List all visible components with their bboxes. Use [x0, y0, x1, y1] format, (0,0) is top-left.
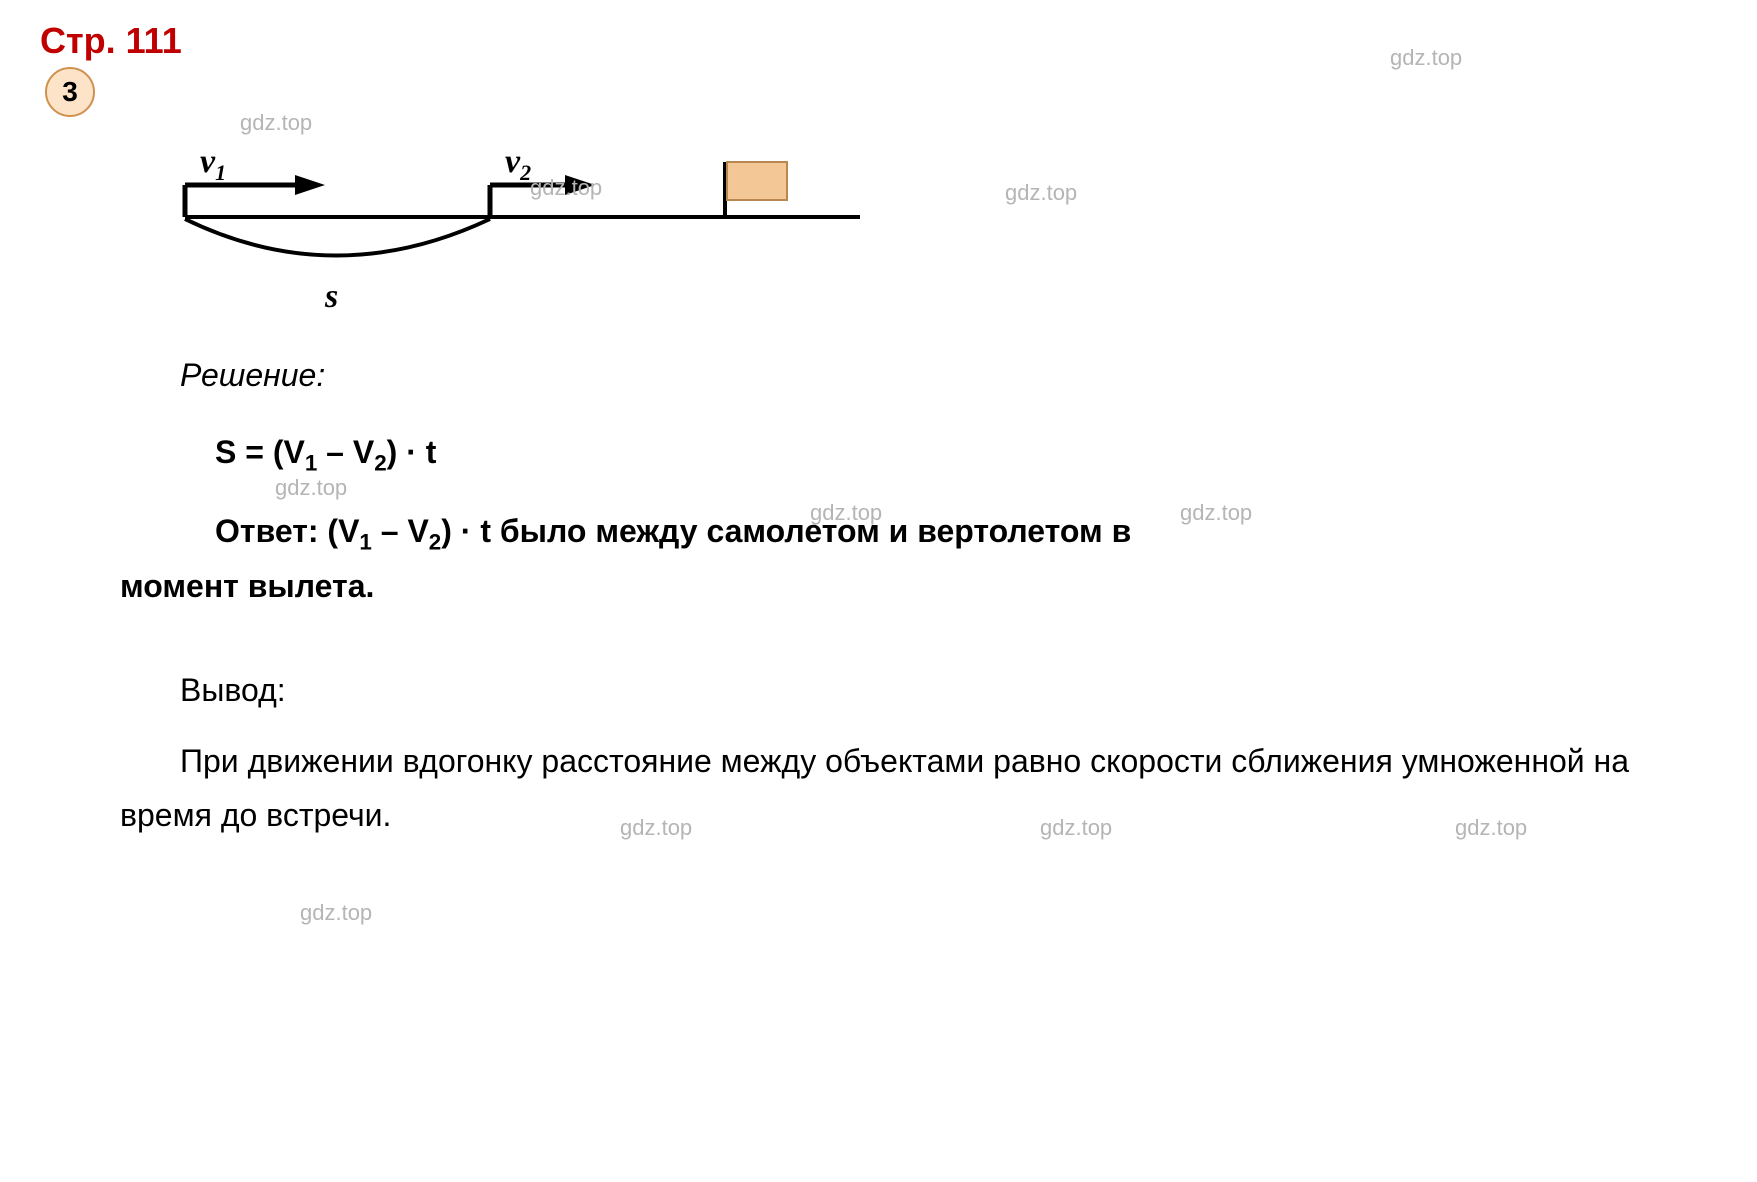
v2-label: v2 [505, 143, 531, 185]
answer-line1: Ответ: (V1 – V2) · t было между самолето… [215, 506, 1717, 560]
flag-rect [727, 162, 787, 200]
solution-label: Решение: [180, 357, 1717, 394]
answer-line2: момент вылета. [120, 561, 1717, 612]
answer-part2: – V [372, 513, 429, 549]
formula-sub2: 2 [374, 450, 386, 475]
answer-part1: Ответ: (V [215, 513, 359, 549]
v1-arrowhead [295, 175, 325, 195]
formula-part3: ) · t [387, 434, 437, 470]
formula-sub1: 1 [305, 450, 317, 475]
conclusion-label: Вывод: [180, 672, 1717, 709]
answer-part3: ) · t было между самолетом и вертолетом … [441, 513, 1131, 549]
watermark-text: gdz.top [1005, 180, 1077, 206]
formula: S = (V1 – V2) · t [215, 434, 1717, 476]
watermark-text: gdz.top [300, 900, 372, 926]
answer-sub1: 1 [359, 530, 371, 555]
formula-part1: S = (V [215, 434, 305, 470]
page-header: Стр. 111 [40, 20, 1717, 62]
v1-label: v1 [200, 143, 226, 185]
watermark-text: gdz.top [240, 110, 312, 136]
conclusion-section: Вывод: При движении вдогонку расстояние … [180, 672, 1717, 843]
s-label: s [324, 278, 338, 315]
problem-number-badge: 3 [45, 67, 95, 117]
conclusion-text: При движении вдогонку расстояние между о… [120, 734, 1717, 843]
s-arc [185, 219, 490, 256]
physics-diagram: v1 v2 s [180, 137, 880, 317]
formula-part2: – V [317, 434, 374, 470]
v2-arrowhead [565, 175, 595, 195]
diagram-svg: v1 v2 s [180, 137, 880, 317]
solution-section: Решение: S = (V1 – V2) · t Ответ: (V1 – … [180, 357, 1717, 612]
answer-sub2: 2 [429, 530, 441, 555]
